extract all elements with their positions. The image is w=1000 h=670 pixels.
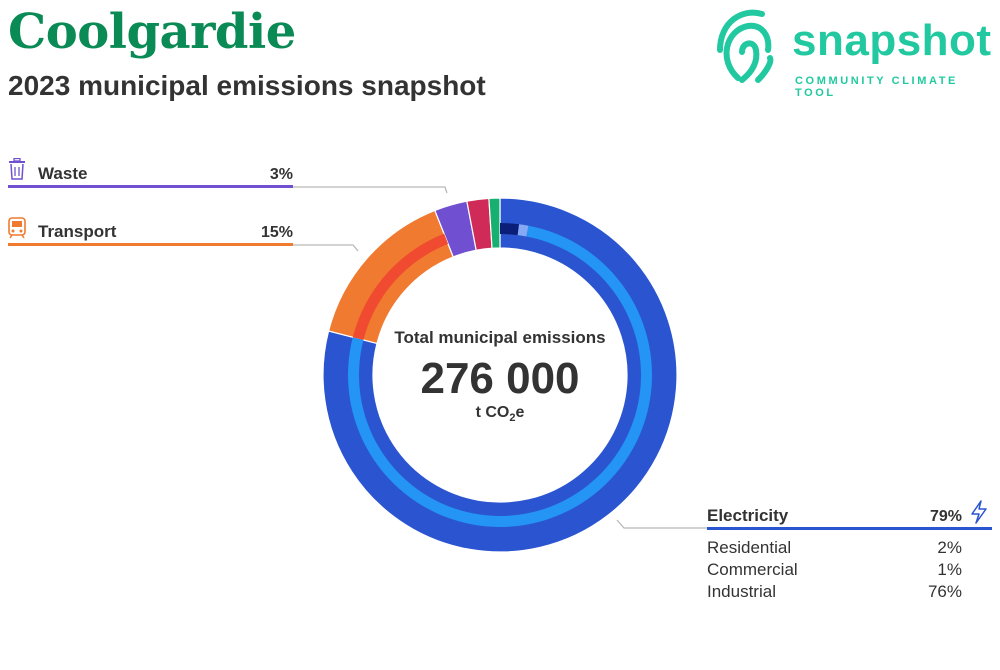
page-title: Coolgardie xyxy=(8,4,296,60)
logo-wordmark: snapshot xyxy=(792,16,992,65)
commercial-value: 1% xyxy=(937,560,962,579)
residential-value: 2% xyxy=(937,538,962,557)
logo-tagline: COMMUNITY CLIMATE TOOL xyxy=(795,75,958,99)
segment-electricity-0 xyxy=(322,197,678,553)
legend-electricity-value: 79% xyxy=(929,508,962,525)
bin-icon xyxy=(9,158,25,180)
legend-transport-value: 15% xyxy=(260,224,293,241)
industrial-value: 76% xyxy=(927,582,962,601)
total-value: 276 000 xyxy=(420,354,580,403)
legend-transport: Transport 15% xyxy=(8,217,293,246)
legend-commercial: Commercial 1% xyxy=(707,560,962,580)
legend-waste-name: Waste xyxy=(38,164,88,183)
total-label: Total municipal emissions xyxy=(394,328,606,347)
commercial-name: Commercial xyxy=(707,560,798,579)
subsegment-commercial-0-1 xyxy=(517,224,529,237)
legend-residential: Residential 2% xyxy=(707,538,962,558)
subcategory-ring xyxy=(348,223,652,528)
subsegment-residential-0-0 xyxy=(500,223,520,236)
legend-electricity-name: Electricity xyxy=(707,506,789,525)
segment-other-4 xyxy=(488,197,501,249)
total-unit: t CO2e xyxy=(475,404,525,425)
lightning-icon xyxy=(971,500,987,524)
train-icon xyxy=(8,217,26,239)
page-subtitle: 2023 municipal emissions snapshot xyxy=(8,70,486,101)
legend-electricity: Electricity 79% xyxy=(707,500,992,530)
residential-name: Residential xyxy=(707,538,792,557)
legend-waste-value: 3% xyxy=(269,166,293,183)
legend-industrial: Industrial 76% xyxy=(707,582,962,602)
industrial-name: Industrial xyxy=(707,582,776,601)
subsegment-transport-1-0 xyxy=(352,233,449,340)
legend-waste: Waste 3% xyxy=(8,158,293,188)
legend-transport-name: Transport xyxy=(38,222,117,241)
leader-lines xyxy=(293,186,707,529)
fingerprint-icon xyxy=(717,9,774,83)
